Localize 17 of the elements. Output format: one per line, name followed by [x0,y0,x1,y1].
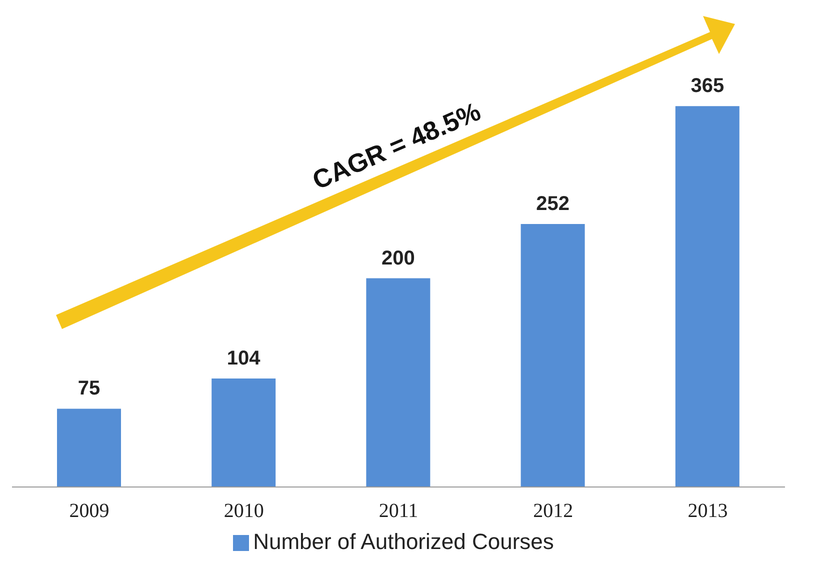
x-tick-label: 2013 [688,500,728,522]
data-label: 104 [226,347,262,370]
x-tick-label: 2012 [533,500,574,522]
bar [520,224,585,487]
bar [212,378,276,487]
bar [57,408,121,487]
data-label: 200 [382,247,415,270]
bar [366,278,430,487]
data-label: 252 [536,193,570,216]
x-tick-label: 2009 [69,500,110,522]
legend-label: Number of Authorized Courses [253,529,554,554]
bar [675,106,740,487]
data-label: 365 [690,75,724,98]
annotation: CAGR = 48.5% [308,96,485,196]
x-tick-label: 2011 [378,500,418,522]
data-label: 75 [78,378,100,400]
x-tick-label: 2010 [224,500,264,522]
